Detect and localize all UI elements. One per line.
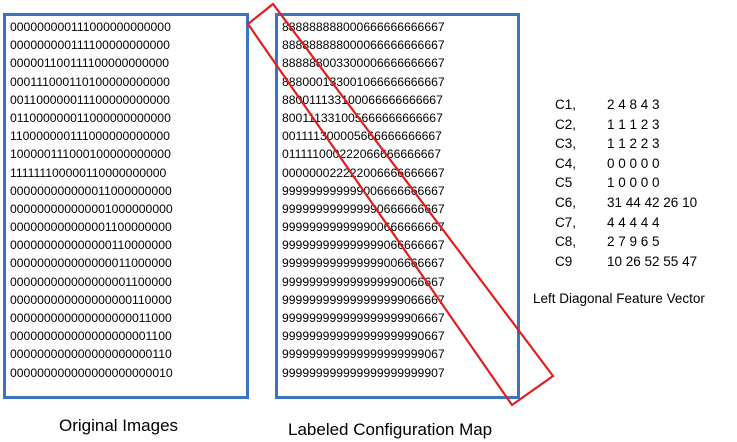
original-image-row: 000000000000000000110000 <box>10 292 172 307</box>
configuration-map-caption: Labeled Configuration Map <box>288 420 493 439</box>
feature-values: 1 1 2 2 3 <box>607 136 660 152</box>
feature-label: C7, <box>555 214 577 230</box>
original-image-row: 000000000000000000001100 <box>10 329 172 344</box>
original-image-row: 100000111000100000000000 <box>10 147 171 162</box>
configuration-map-row: 888888888000666666666667 <box>282 20 445 34</box>
configuration-map-row: 999999999999999990066667 <box>282 274 445 289</box>
feature-label: C2, <box>555 116 577 132</box>
original-image-row: 000000000000000000011000 <box>10 311 172 325</box>
configuration-map-row: 800111331005666666666667 <box>282 110 443 125</box>
original-image-row: 000000000000000000000110 <box>10 347 172 362</box>
configuration-map-row: 999999999999999999066667 <box>282 292 445 307</box>
configuration-map-row: 880011133100066666666667 <box>282 92 443 107</box>
original-image-row: 000000000000000000000010 <box>10 365 173 380</box>
original-image-row: 000000000000000001100000 <box>10 274 172 289</box>
configuration-map-row: 000000022222006666666667 <box>282 165 445 180</box>
feature-label: C6, <box>555 194 577 210</box>
configuration-map-row: 999999999999999006666667 <box>282 256 445 271</box>
configuration-map-row: 888000133001066666666667 <box>282 74 445 89</box>
original-image-row: 000000000000000110000000 <box>10 238 172 253</box>
feature-values: 31 44 42 26 10 <box>607 194 698 210</box>
original-image-row: 000000000111000000000000 <box>10 20 171 34</box>
configuration-map-row: 999999999999999999999907 <box>282 365 445 380</box>
original-image-row: 000000000000001000000000 <box>10 201 173 216</box>
configuration-map-row: 888888888000066666666667 <box>282 38 445 53</box>
configuration-map-row: 011111000222066666666667 <box>282 147 442 162</box>
configuration-map-row: 999999999999900666666667 <box>282 220 445 235</box>
original-image-row: 001100000011100000000000 <box>10 92 170 107</box>
feature-values: 4 4 4 4 4 <box>607 214 660 230</box>
original-image-row: 000111000110100000000000 <box>10 74 170 89</box>
original-images-caption: Original Images <box>59 416 179 435</box>
original-image-row: 110000000111000000000000 <box>10 129 170 144</box>
feature-label: C1, <box>555 97 577 112</box>
configuration-map-row: 999999999999999999990667 <box>282 329 445 344</box>
feature-label: C5 <box>555 175 573 191</box>
configuration-map-row: 888888003300006666666667 <box>282 56 445 71</box>
original-image-grid: 000000000111000000000000 0000000001111000… <box>3 13 249 399</box>
original-image-row: 000001100111100000000000 <box>10 56 170 71</box>
feature-label: C4, <box>555 155 577 171</box>
original-image-row: 011000000011000000000000 <box>10 110 171 125</box>
configuration-map-row: 999999999999999999999067 <box>282 347 445 362</box>
feature-values: 1 0 0 0 0 <box>607 175 660 191</box>
diagonal-band-outline <box>246 2 555 407</box>
original-image-row: 111111100000110000000000 <box>10 165 167 180</box>
original-image-row: 000000000111100000000000 <box>10 38 170 53</box>
feature-label: C9 <box>555 253 573 269</box>
feature-vector-title: Left Diagonal Feature Vector <box>533 291 705 306</box>
feature-values: 1 1 1 2 3 <box>607 116 660 132</box>
configuration-map-row: 999999999999990666666667 <box>282 201 445 216</box>
feature-values: 2 4 8 4 3 <box>607 97 660 112</box>
original-image-row: 000000000000000011000000 <box>10 256 172 271</box>
original-image-row: 000000000000011000000000 <box>10 183 172 198</box>
feature-label: C8, <box>555 234 577 250</box>
configuration-map-row: 999999999999999999906667 <box>282 311 445 325</box>
configuration-map-grid: 888888888000666666666667 8888888880000666… <box>275 13 520 399</box>
feature-label: C3, <box>555 136 577 152</box>
original-image-row: 000000000000001100000000 <box>10 220 172 235</box>
feature-values: 0 0 0 0 0 <box>607 155 660 171</box>
feature-values: 10 26 52 55 47 <box>607 253 698 269</box>
feature-values: 2 7 9 6 5 <box>607 234 660 250</box>
